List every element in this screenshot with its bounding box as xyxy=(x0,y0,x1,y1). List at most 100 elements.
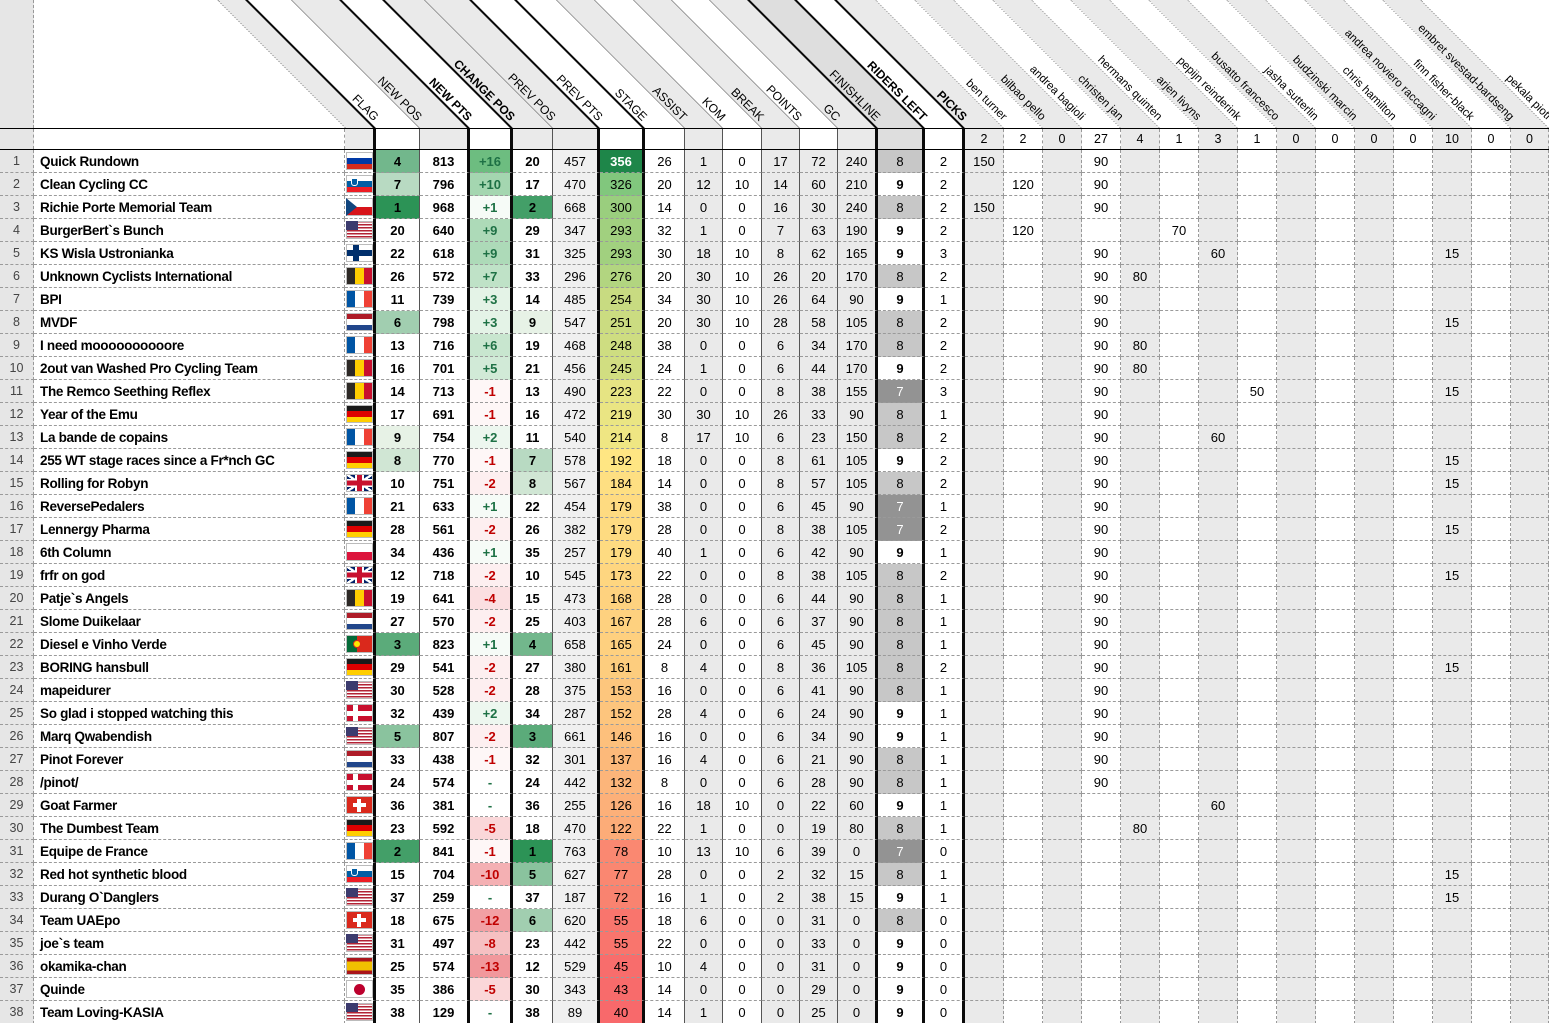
cell-gc[interactable]: 38 xyxy=(800,518,838,541)
cell-rank[interactable]: 10 xyxy=(0,357,34,380)
cell-team[interactable]: Durang O`Danglers xyxy=(34,886,345,909)
cell-rider-12[interactable] xyxy=(1433,978,1472,1001)
cell-rider-4[interactable] xyxy=(1121,840,1160,863)
cell-kom[interactable]: 0 xyxy=(685,495,723,518)
cell-break[interactable]: 0 xyxy=(723,334,762,357)
cell-change[interactable]: +9 xyxy=(470,242,513,265)
cell-rider-9[interactable] xyxy=(1316,725,1355,748)
cell-rider-11[interactable] xyxy=(1394,449,1433,472)
cell-rider-4[interactable] xyxy=(1121,978,1160,1001)
cell-rider-7[interactable] xyxy=(1238,265,1277,288)
cell-prev_pos[interactable]: 20 xyxy=(513,150,553,173)
cell-rider-12[interactable]: 15 xyxy=(1433,886,1472,909)
cell-rider-2[interactable] xyxy=(1043,679,1082,702)
cell-points[interactable]: 0 xyxy=(762,955,800,978)
cell-prev_pos[interactable]: 29 xyxy=(513,219,553,242)
cell-rider-8[interactable] xyxy=(1277,679,1316,702)
cell-rider-8[interactable] xyxy=(1277,656,1316,679)
cell-riders_left[interactable]: 7 xyxy=(878,518,925,541)
cell-prev_pts[interactable]: 490 xyxy=(553,380,600,403)
cell-points[interactable]: 6 xyxy=(762,702,800,725)
cell-riders_left[interactable]: 8 xyxy=(878,196,925,219)
count-row-new_pts[interactable] xyxy=(420,129,470,149)
cell-rider-2[interactable] xyxy=(1043,863,1082,886)
cell-rider-10[interactable] xyxy=(1355,518,1394,541)
cell-team[interactable]: MVDF xyxy=(34,311,345,334)
cell-change[interactable]: +6 xyxy=(470,334,513,357)
cell-assist[interactable]: 14 xyxy=(645,1001,685,1023)
cell-prev_pts[interactable]: 454 xyxy=(553,495,600,518)
cell-assist[interactable]: 30 xyxy=(645,403,685,426)
cell-break[interactable]: 0 xyxy=(723,725,762,748)
cell-prev_pos[interactable]: 7 xyxy=(513,449,553,472)
cell-team[interactable]: Lennergy Pharma xyxy=(34,518,345,541)
cell-finishline[interactable]: 105 xyxy=(838,564,878,587)
cell-rider-2[interactable] xyxy=(1043,380,1082,403)
cell-rider-9[interactable] xyxy=(1316,403,1355,426)
cell-gc[interactable]: 72 xyxy=(800,150,838,173)
cell-new_pts[interactable]: 592 xyxy=(420,817,470,840)
cell-picks[interactable]: 2 xyxy=(925,150,965,173)
cell-new_pos[interactable]: 33 xyxy=(376,748,420,771)
cell-rider-6[interactable] xyxy=(1199,196,1238,219)
cell-riders_left[interactable]: 9 xyxy=(878,886,925,909)
cell-rider-1[interactable] xyxy=(1004,633,1043,656)
cell-rider-9[interactable] xyxy=(1316,265,1355,288)
cell-assist[interactable]: 8 xyxy=(645,426,685,449)
cell-picks[interactable]: 1 xyxy=(925,288,965,311)
cell-gc[interactable]: 39 xyxy=(800,840,838,863)
cell-rider-0[interactable] xyxy=(965,564,1004,587)
cell-assist[interactable]: 28 xyxy=(645,702,685,725)
cell-change[interactable]: +1 xyxy=(470,196,513,219)
cell-rider-3[interactable] xyxy=(1082,1001,1121,1023)
cell-prev_pts[interactable]: 456 xyxy=(553,357,600,380)
cell-rider-4[interactable] xyxy=(1121,656,1160,679)
cell-rider-0[interactable]: 150 xyxy=(965,196,1004,219)
cell-new_pos[interactable]: 8 xyxy=(376,449,420,472)
cell-rider-7[interactable] xyxy=(1238,357,1277,380)
cell-assist[interactable]: 22 xyxy=(645,564,685,587)
cell-break[interactable]: 0 xyxy=(723,472,762,495)
cell-kom[interactable]: 0 xyxy=(685,679,723,702)
cell-assist[interactable]: 14 xyxy=(645,196,685,219)
cell-rider-6[interactable] xyxy=(1199,219,1238,242)
cell-rider-1[interactable] xyxy=(1004,288,1043,311)
cell-kom[interactable]: 0 xyxy=(685,587,723,610)
cell-riders_left[interactable]: 8 xyxy=(878,748,925,771)
cell-rider-0[interactable] xyxy=(965,265,1004,288)
cell-rider-0[interactable] xyxy=(965,955,1004,978)
cell-flag[interactable] xyxy=(345,633,376,656)
cell-break[interactable]: 0 xyxy=(723,978,762,1001)
cell-gc[interactable]: 33 xyxy=(800,403,838,426)
cell-rider-6[interactable] xyxy=(1199,702,1238,725)
cell-riders_left[interactable]: 9 xyxy=(878,702,925,725)
cell-assist[interactable]: 40 xyxy=(645,541,685,564)
cell-new_pts[interactable]: 259 xyxy=(420,886,470,909)
cell-finishline[interactable]: 170 xyxy=(838,334,878,357)
cell-points[interactable]: 8 xyxy=(762,518,800,541)
cell-new_pts[interactable]: 770 xyxy=(420,449,470,472)
cell-rider-6[interactable] xyxy=(1199,932,1238,955)
cell-rider-9[interactable] xyxy=(1316,357,1355,380)
cell-rider-1[interactable] xyxy=(1004,679,1043,702)
cell-rider-2[interactable] xyxy=(1043,564,1082,587)
cell-points[interactable]: 0 xyxy=(762,817,800,840)
cell-prev_pts[interactable]: 257 xyxy=(553,541,600,564)
cell-rider-7[interactable] xyxy=(1238,909,1277,932)
cell-new_pts[interactable]: 968 xyxy=(420,196,470,219)
cell-rider-8[interactable] xyxy=(1277,334,1316,357)
rider-pick-count-6[interactable]: 3 xyxy=(1199,129,1238,149)
cell-rider-4[interactable] xyxy=(1121,173,1160,196)
cell-rider-3[interactable] xyxy=(1082,932,1121,955)
cell-rider-11[interactable] xyxy=(1394,863,1433,886)
cell-rider-5[interactable] xyxy=(1160,403,1199,426)
cell-rank[interactable]: 9 xyxy=(0,334,34,357)
cell-rider-0[interactable] xyxy=(965,840,1004,863)
cell-rider-3[interactable]: 90 xyxy=(1082,334,1121,357)
cell-flag[interactable] xyxy=(345,472,376,495)
cell-rider-8[interactable] xyxy=(1277,495,1316,518)
cell-break[interactable]: 0 xyxy=(723,771,762,794)
cell-points[interactable]: 6 xyxy=(762,725,800,748)
cell-stage[interactable]: 179 xyxy=(600,518,645,541)
cell-rider-4[interactable] xyxy=(1121,610,1160,633)
